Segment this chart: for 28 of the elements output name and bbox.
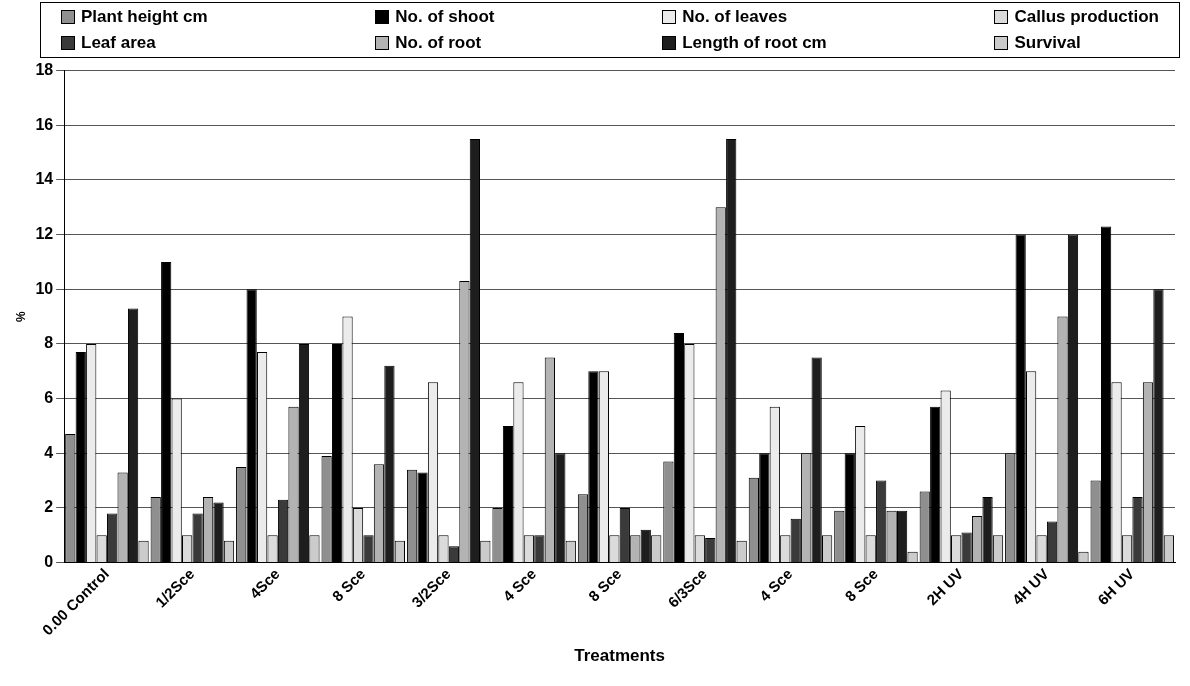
x-tick-label: 4H UV [1008,564,1052,609]
y-tick-label: 18 [35,61,54,79]
x-tick-label: 4 Sce [499,564,540,605]
legend-label: No. of root [395,33,482,53]
x-tick-label: 2H UV [923,564,967,609]
legend-label: Callus production [1014,7,1159,27]
y-tick-label: 8 [44,334,54,352]
y-tick-label: 10 [35,279,54,297]
y-tick-label: 14 [35,170,54,188]
y-tick-label: 0 [44,552,54,570]
y-tick-label: 2 [44,498,54,516]
legend-label: Length of root cm [682,33,827,53]
x-axis-title: Treatments [574,646,665,666]
legend-label: No. of shoot [395,7,495,27]
legend-label: Survival [1014,33,1081,53]
y-tick-label: 4 [44,443,54,461]
x-tick-label: 8 Sce [841,564,881,605]
legend-label: No. of leaves [682,7,788,27]
x-tick-label: 6H UV [1094,564,1138,609]
legend-label: Plant height cm [81,7,208,27]
y-axis-title: % [13,310,28,322]
x-tick-label: 8 Sce [328,564,369,605]
y-tick-label: 6 [44,388,54,406]
y-tick-label: 16 [35,115,54,133]
y-tick-label: 12 [35,225,54,242]
x-tick-label: 4 Sce [755,564,796,605]
legend-label: Leaf area [81,33,156,53]
x-tick-label: 8 Sce [584,564,625,605]
